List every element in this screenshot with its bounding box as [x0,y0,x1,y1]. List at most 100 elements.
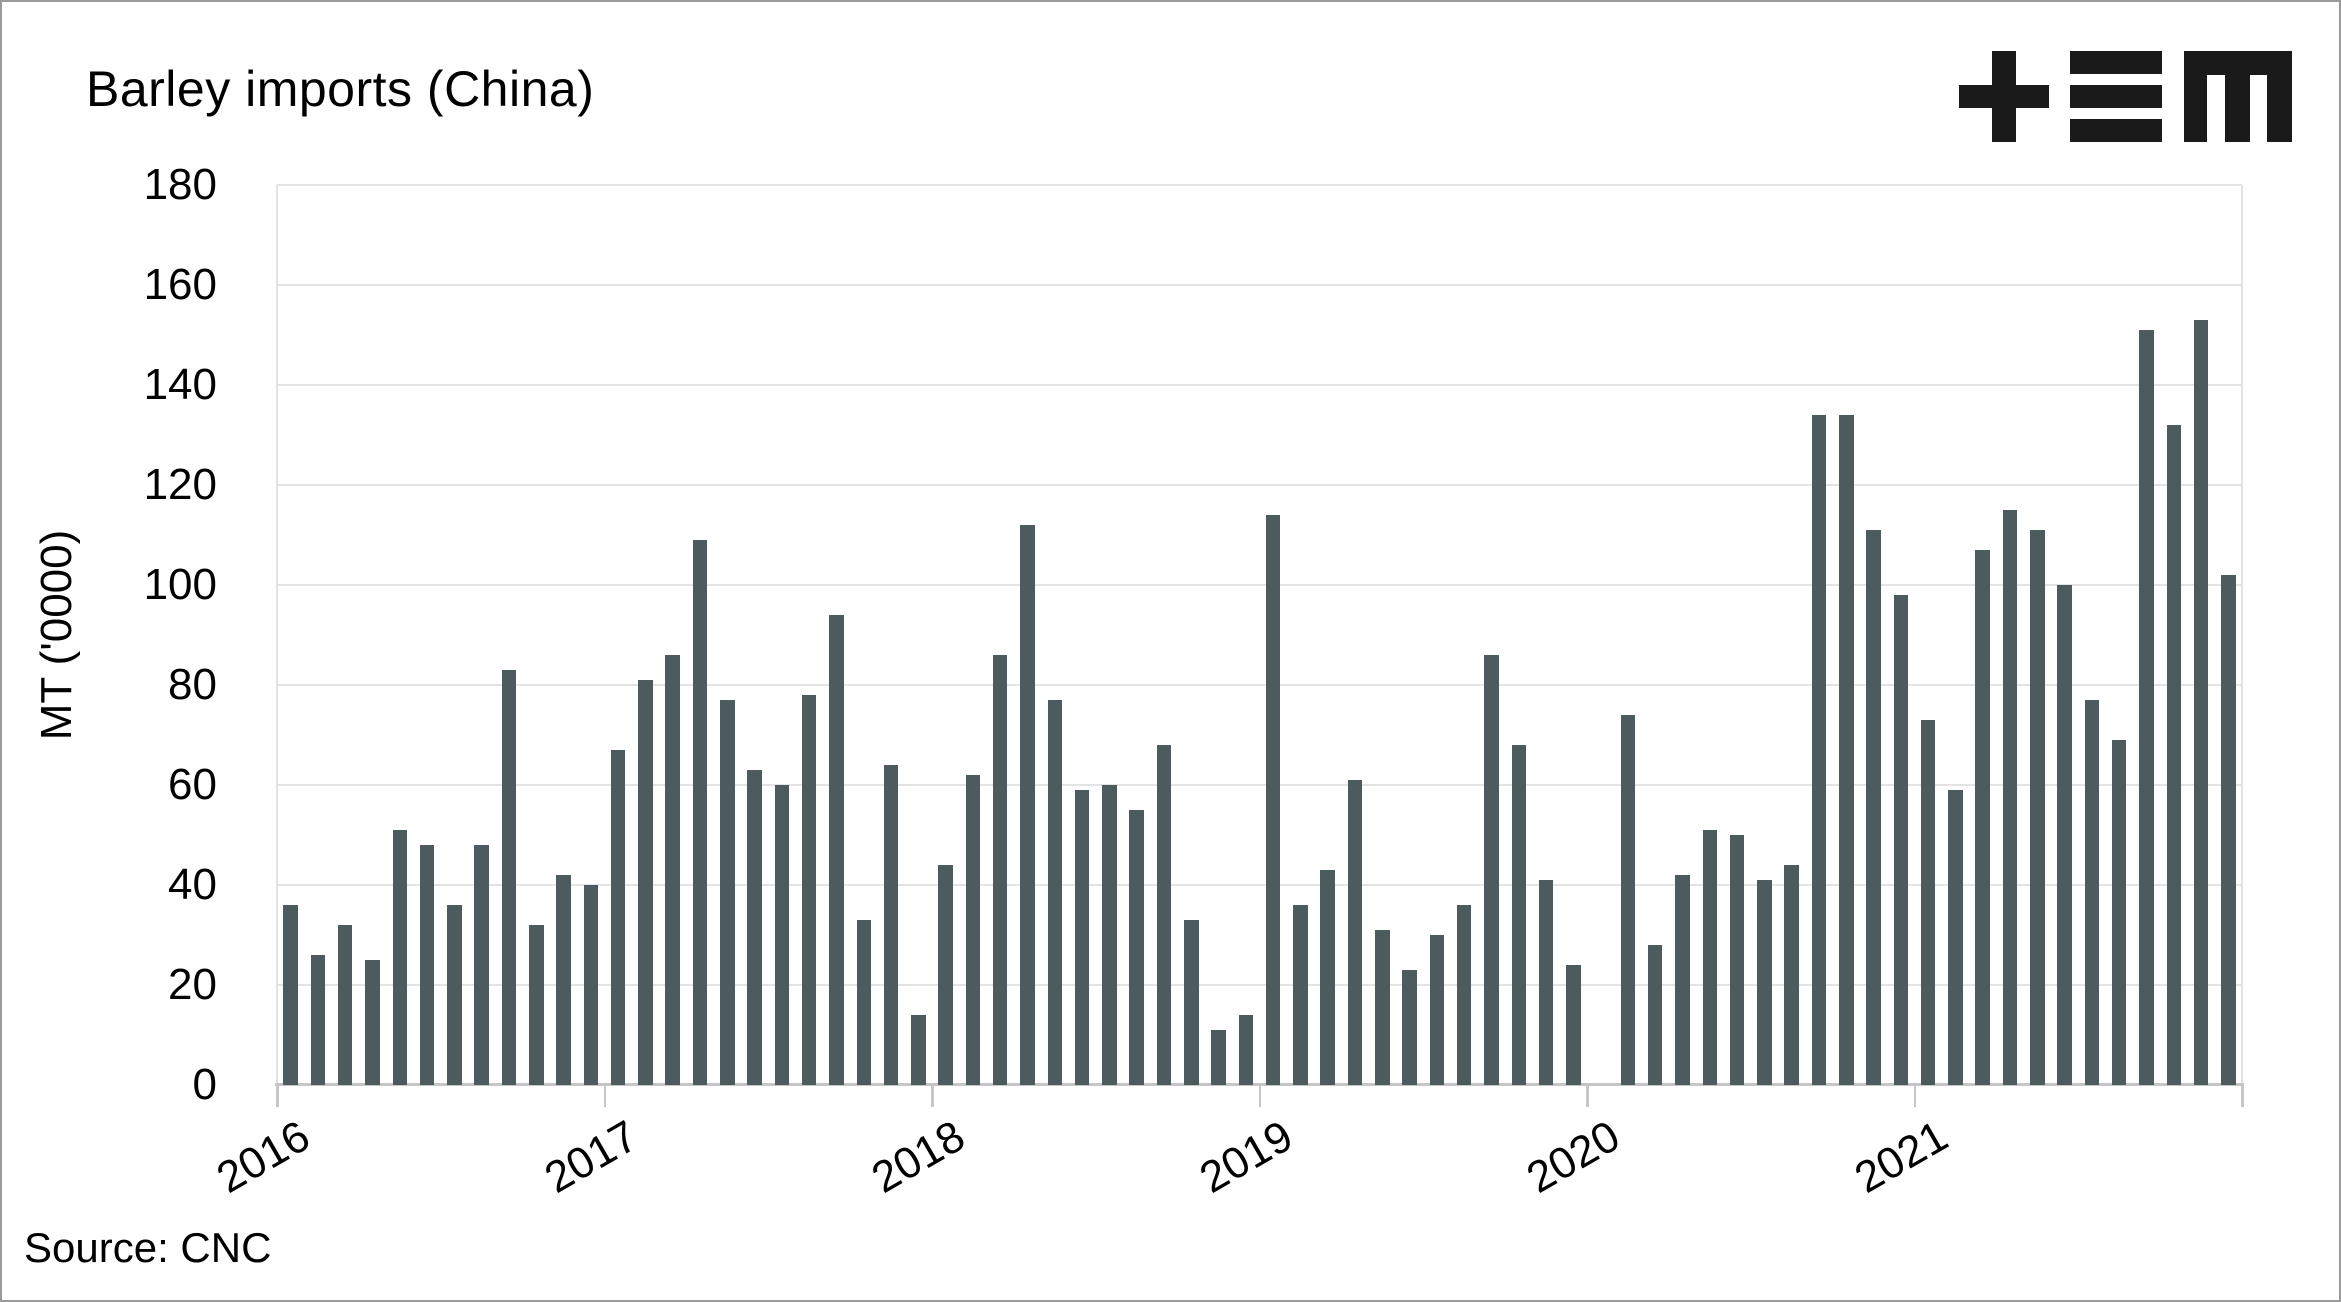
bar [1702,830,1718,1085]
gridline [277,484,2242,486]
bar [1948,790,1963,1085]
y-tick-label: 120 [143,460,217,509]
bar [1484,655,1499,1085]
bar [1375,930,1390,1085]
bar [1839,415,1854,1085]
bar [529,925,544,1085]
bar [965,775,981,1085]
bar [310,955,326,1085]
x-tick-label: 2016 [208,1111,318,1203]
bar [2221,575,2236,1085]
bar [1265,515,1281,1085]
bar [1893,595,1909,1085]
y-tick-label: 60 [168,760,217,809]
bar [583,885,599,1085]
bar [2111,740,2127,1085]
bar [1757,880,1772,1085]
bar [1074,790,1090,1085]
bar [419,845,435,1085]
bar [747,770,762,1085]
bar [1729,835,1745,1085]
bar [2166,425,2182,1085]
gridline [277,584,2242,586]
bar [1129,810,1144,1085]
bar [1456,905,1472,1085]
y-axis-label: MT ('0000) [32,529,81,741]
y-tick-label: 180 [143,160,217,209]
bar [1675,875,1690,1085]
bar [556,875,571,1085]
bar [720,700,735,1085]
bar [883,765,899,1085]
bar [911,1015,926,1085]
x-axis-tick [931,1085,934,1107]
y-tick-label: 40 [168,860,217,909]
bar [501,670,517,1085]
gridline [277,684,2242,686]
bar [1211,1030,1226,1085]
bar [1620,715,1636,1085]
bar [1866,530,1881,1085]
bar [1184,920,1199,1085]
x-axis-tick [276,1085,279,1107]
source-note: Source: CNC [24,1224,272,1271]
gridline [277,284,2242,286]
y-tick-label: 0 [192,1060,217,1109]
bar [1538,880,1554,1085]
bar [856,920,872,1085]
gridline [277,884,2242,886]
gridline [277,384,2242,386]
bar [992,655,1008,1085]
x-axis-line [275,1083,2244,1086]
bar [938,865,953,1085]
x-tick-label: 2019 [1191,1111,1301,1203]
x-axis-tick [1586,1085,1589,1107]
y-tick-label: 140 [143,360,217,409]
bar [2084,700,2100,1085]
bar [1102,785,1117,1085]
chart-title: Barley imports (China) [86,61,595,117]
bar [638,680,653,1085]
y-tick-label: 160 [143,260,217,309]
plot-area [275,184,2244,1086]
bar [1238,1015,1254,1085]
bar [1047,700,1063,1085]
bar [283,905,298,1085]
bar [2057,585,2072,1085]
x-tick-label: 2018 [863,1111,973,1203]
bar [1975,550,1990,1085]
bar [1566,965,1581,1085]
bar [365,960,380,1085]
bar [1920,720,1936,1085]
bar [1347,780,1363,1085]
gridline [277,784,2242,786]
bar [1156,745,1172,1085]
bar [1511,745,1527,1085]
bar [2030,530,2045,1085]
bar [1811,415,1827,1085]
bar [829,615,844,1085]
bar [1020,525,1035,1085]
gridline [277,184,2242,186]
bar [337,925,353,1085]
y-tick-label: 80 [168,660,217,709]
bar [1647,945,1663,1085]
x-axis-tick [1258,1085,1261,1107]
left-spine [276,185,278,1085]
bar [692,540,708,1085]
bar [665,655,680,1085]
y-tick-label: 20 [168,960,217,1009]
bar [1429,935,1445,1085]
bar [392,830,408,1085]
bar [1293,905,1308,1085]
bar [1402,970,1417,1085]
bar [610,750,626,1085]
x-axis-tick [2241,1085,2244,1107]
gridline [277,984,2242,986]
bar [774,785,790,1085]
right-spine [2241,185,2243,1085]
bar [2002,510,2018,1085]
bar [2193,320,2209,1085]
y-tick-label: 100 [143,560,217,609]
